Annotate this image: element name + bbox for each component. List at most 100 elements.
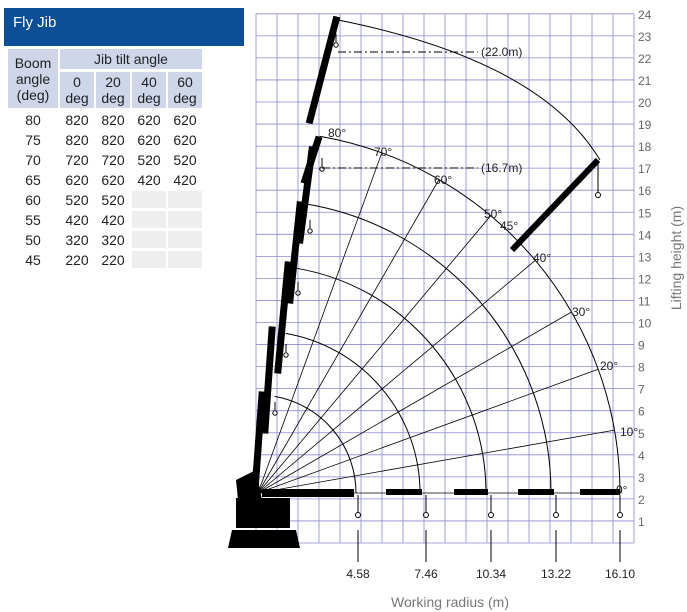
load-cell bbox=[132, 191, 166, 208]
radius-tick-label: 13.22 bbox=[541, 567, 571, 581]
boom-angle-cell: 65 bbox=[8, 171, 58, 188]
tilt-header: 20 deg bbox=[96, 72, 130, 108]
y-tick-label: 10 bbox=[638, 317, 652, 331]
load-cell: 820 bbox=[96, 131, 130, 148]
load-cell: 320 bbox=[60, 231, 94, 248]
jib-diagonal bbox=[509, 157, 601, 253]
y-tick-label: 14 bbox=[638, 228, 652, 242]
load-cell bbox=[168, 251, 202, 268]
y-tick-label: 13 bbox=[638, 250, 652, 264]
crane-tracks bbox=[228, 530, 300, 548]
boom-angle-cell: 80 bbox=[8, 111, 58, 128]
angle-ray bbox=[257, 311, 572, 494]
table-row: 60 520 520 bbox=[8, 191, 202, 208]
hook-icon bbox=[553, 512, 559, 518]
boom-angle-cell: 75 bbox=[8, 131, 58, 148]
boom-angle-cell: 70 bbox=[8, 151, 58, 168]
y-tick-label: 19 bbox=[638, 118, 652, 132]
angle-label: 10° bbox=[620, 425, 638, 439]
load-cell: 720 bbox=[60, 151, 94, 168]
load-cell: 820 bbox=[60, 111, 94, 128]
load-cell: 620 bbox=[132, 131, 166, 148]
boom-vertical bbox=[305, 15, 341, 125]
angle-label: 20° bbox=[600, 359, 618, 373]
boom-angle-cell: 45 bbox=[8, 251, 58, 268]
jib-segment bbox=[580, 489, 620, 495]
load-cell: 620 bbox=[132, 111, 166, 128]
boom-vertical bbox=[274, 261, 292, 374]
y-tick-label: 24 bbox=[638, 8, 652, 22]
load-cell: 620 bbox=[168, 111, 202, 128]
y-tick-label: 18 bbox=[638, 140, 652, 154]
angle-label: 70° bbox=[374, 145, 392, 159]
hook-icon bbox=[617, 512, 623, 518]
angle-label: 80° bbox=[328, 126, 346, 140]
y-tick-label: 11 bbox=[638, 294, 651, 308]
radius-tick-label: 4.58 bbox=[346, 567, 370, 581]
angle-label: 60° bbox=[434, 173, 452, 187]
angle-label: 40° bbox=[533, 251, 551, 265]
y-tick-label: 20 bbox=[638, 96, 652, 110]
angle-ray bbox=[257, 152, 383, 494]
load-cell: 420 bbox=[132, 171, 166, 188]
load-cell bbox=[132, 231, 166, 248]
tilt-header: 0 deg bbox=[60, 72, 94, 108]
hook-icon bbox=[595, 192, 601, 198]
hook-icon bbox=[488, 512, 494, 518]
table-row: 55 420 420 bbox=[8, 211, 202, 228]
load-cell: 620 bbox=[168, 131, 202, 148]
y-tick-label: 6 bbox=[638, 405, 645, 419]
load-cell bbox=[168, 211, 202, 228]
y-tick-label: 21 bbox=[638, 74, 652, 88]
boom-horizontal bbox=[262, 489, 354, 497]
angle-ray bbox=[257, 368, 599, 494]
load-cell: 720 bbox=[96, 151, 130, 168]
height-marker-label: (22.0m) bbox=[481, 45, 522, 59]
radius-arc bbox=[307, 203, 552, 494]
crane-base bbox=[236, 498, 290, 528]
hook-icon bbox=[307, 228, 313, 234]
angle-ray bbox=[257, 215, 491, 494]
tilt-header: 40 deg bbox=[132, 72, 166, 108]
hook-icon bbox=[272, 410, 278, 416]
angle-label: 30° bbox=[572, 305, 590, 319]
hook-icon bbox=[319, 166, 325, 172]
radius-arc bbox=[319, 135, 621, 494]
y-axis-label: Lifting height (m) bbox=[668, 206, 684, 310]
y-tick-label: 3 bbox=[638, 471, 645, 485]
load-cell: 620 bbox=[96, 171, 130, 188]
boom-angle-cell: 50 bbox=[8, 231, 58, 248]
boom-angle-header: Boom angle (deg) bbox=[8, 49, 58, 108]
load-cell bbox=[168, 191, 202, 208]
boom-vertical bbox=[251, 391, 266, 494]
hook-icon bbox=[295, 290, 301, 296]
y-tick-label: 23 bbox=[638, 30, 652, 44]
load-cell: 820 bbox=[96, 111, 130, 128]
y-tick-label: 17 bbox=[638, 162, 652, 176]
load-cell: 220 bbox=[96, 251, 130, 268]
angle-label: 45° bbox=[500, 219, 518, 233]
table-row: 80 820 820 620 620 bbox=[8, 111, 202, 128]
load-cell bbox=[132, 211, 166, 228]
radius-arc bbox=[296, 267, 487, 494]
angle-label: 0° bbox=[616, 483, 628, 497]
load-cell: 520 bbox=[168, 151, 202, 168]
angle-rays bbox=[257, 152, 620, 494]
y-tick-label: 1 bbox=[638, 515, 645, 529]
load-cell: 420 bbox=[60, 211, 94, 228]
load-cell: 520 bbox=[60, 191, 94, 208]
boom-vertical bbox=[286, 201, 304, 304]
table-row: 70 720 720 520 520 bbox=[8, 151, 202, 168]
jib-arc bbox=[337, 19, 601, 161]
angle-label: 50° bbox=[484, 207, 502, 221]
hook-icon bbox=[423, 512, 429, 518]
height-marker-label: (16.7m) bbox=[481, 161, 522, 175]
tilt-header: 60 deg bbox=[168, 72, 202, 108]
boom-angle-cell: 55 bbox=[8, 211, 58, 228]
boom-vertical bbox=[261, 326, 276, 434]
table-row: 45 220 220 bbox=[8, 251, 202, 268]
jib-segment bbox=[454, 489, 488, 495]
angle-ray bbox=[257, 429, 615, 494]
angle-ray bbox=[257, 179, 440, 494]
chart-grid bbox=[255, 13, 635, 544]
